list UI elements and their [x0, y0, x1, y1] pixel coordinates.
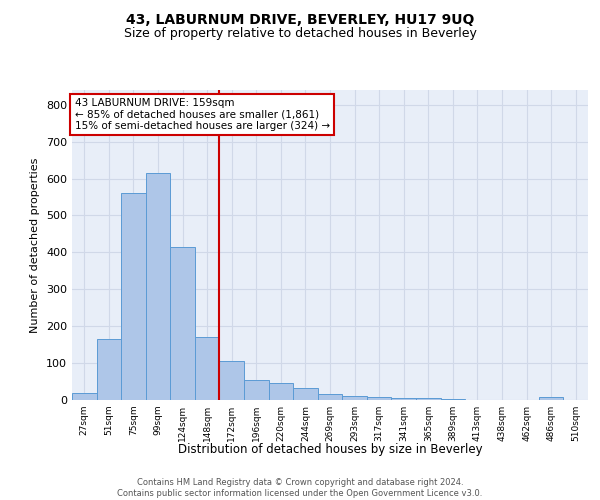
Text: Contains HM Land Registry data © Crown copyright and database right 2024.
Contai: Contains HM Land Registry data © Crown c… [118, 478, 482, 498]
Bar [293, 388, 318, 400]
Bar [318, 394, 342, 400]
Text: 43 LABURNUM DRIVE: 159sqm
← 85% of detached houses are smaller (1,861)
15% of se: 43 LABURNUM DRIVE: 159sqm ← 85% of detac… [74, 98, 330, 131]
Bar [220, 361, 244, 400]
Bar [269, 384, 293, 400]
Bar [72, 392, 97, 400]
Bar [121, 194, 146, 400]
Text: Size of property relative to detached houses in Beverley: Size of property relative to detached ho… [124, 28, 476, 40]
Text: Distribution of detached houses by size in Beverley: Distribution of detached houses by size … [178, 442, 482, 456]
Bar [97, 339, 121, 400]
Bar [342, 396, 367, 400]
Bar [146, 173, 170, 400]
Bar [539, 397, 563, 400]
Bar [195, 338, 220, 400]
Bar [367, 397, 391, 400]
Y-axis label: Number of detached properties: Number of detached properties [31, 158, 40, 332]
Bar [170, 247, 195, 400]
Bar [244, 380, 269, 400]
Bar [391, 398, 416, 400]
Text: 43, LABURNUM DRIVE, BEVERLEY, HU17 9UQ: 43, LABURNUM DRIVE, BEVERLEY, HU17 9UQ [126, 12, 474, 26]
Bar [416, 398, 440, 400]
